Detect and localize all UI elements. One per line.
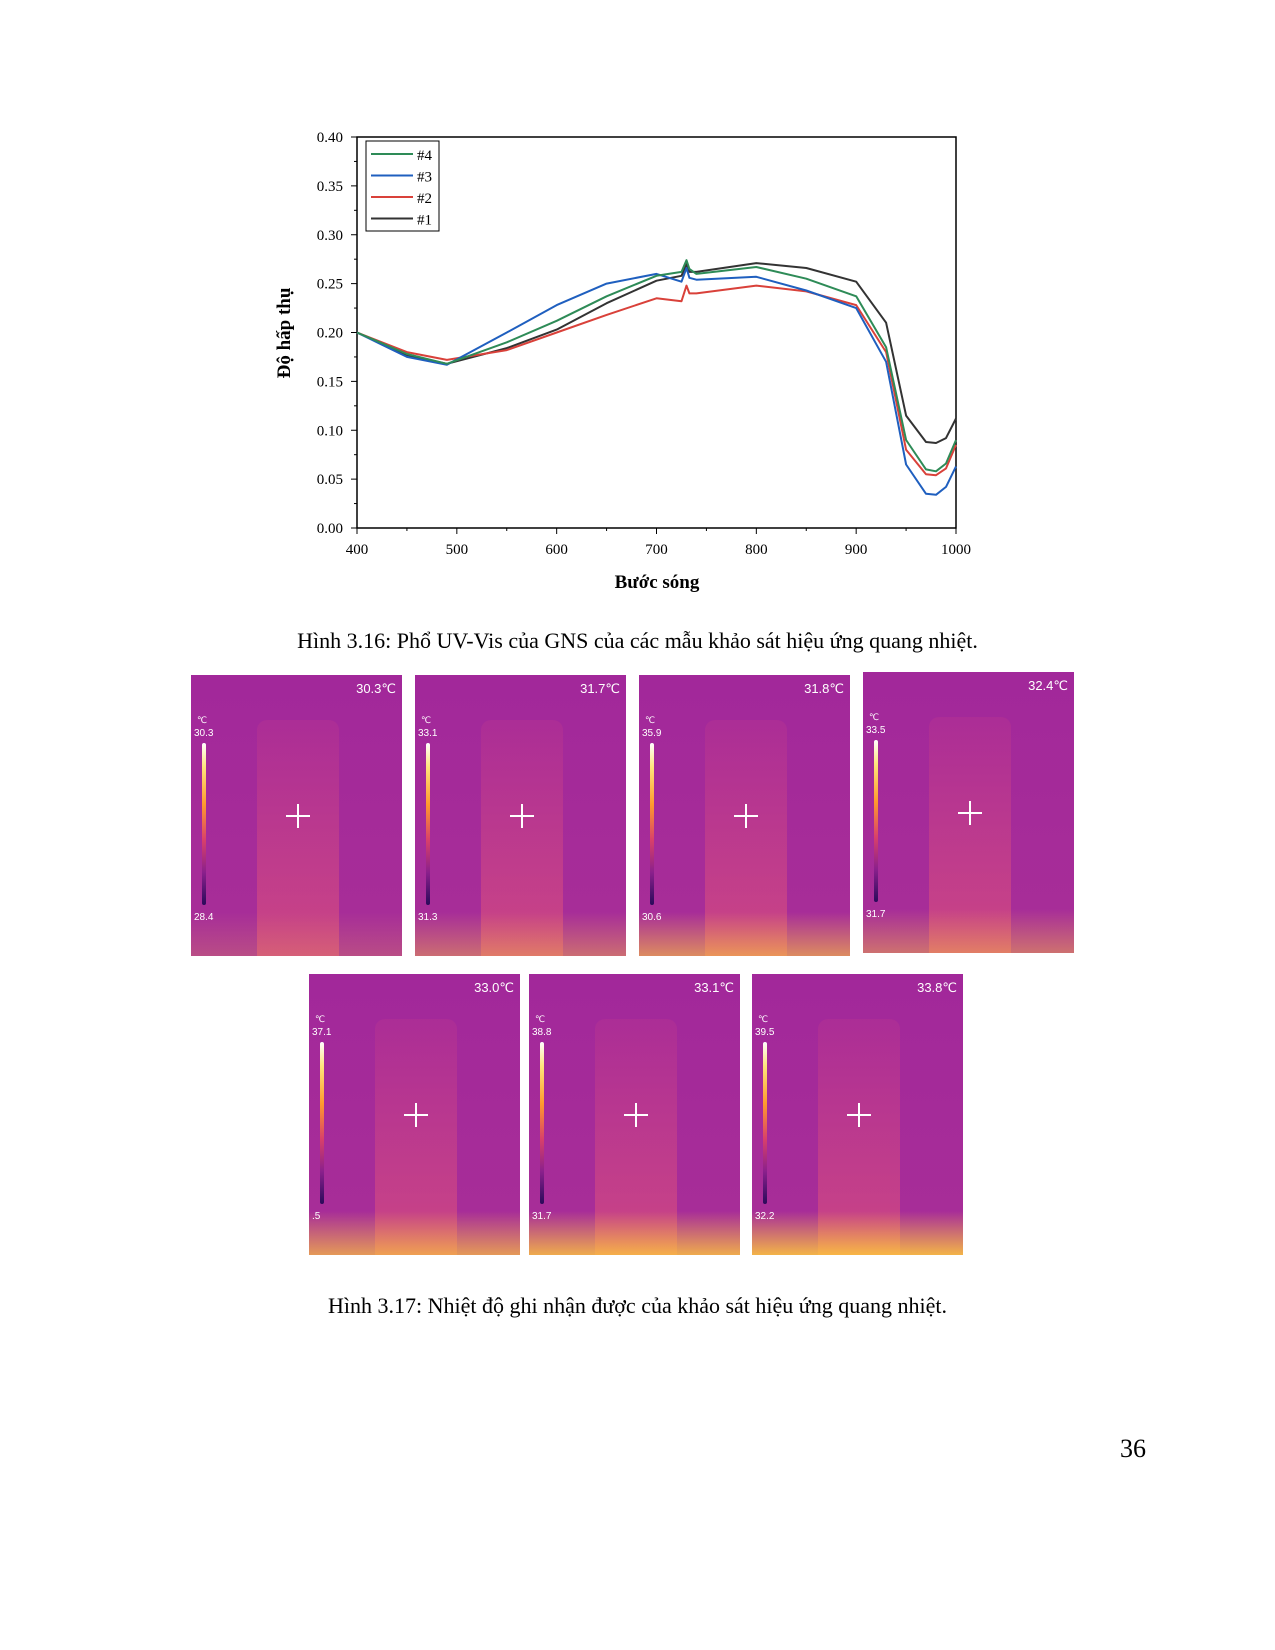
series-line-2	[356, 284, 957, 477]
y-tick-label: 0.05	[317, 472, 343, 488]
y-tick-label: 0.00	[317, 521, 343, 537]
scale-max: 39.5	[755, 1027, 775, 1038]
y-tick-label: 0.35	[317, 179, 343, 195]
plot-area	[356, 136, 957, 529]
crosshair-icon	[847, 1103, 871, 1127]
sample-column	[481, 720, 563, 956]
thermal-image: 33.8℃ ℃ 39.5 32.2	[752, 974, 963, 1255]
x-tick-label: 400	[346, 542, 369, 558]
x-tick-label: 500	[446, 542, 469, 558]
series-line-4	[356, 259, 957, 473]
sample-column	[257, 720, 339, 956]
hot-base-region	[639, 912, 850, 956]
thermal-image: 30.3℃ ℃ 30.3 28.4	[191, 675, 402, 956]
color-scale-bar	[202, 743, 206, 905]
x-tick-label: 1000	[941, 542, 971, 558]
hot-base-region	[309, 1211, 520, 1255]
color-scale-bar	[650, 743, 654, 905]
figure-caption-3-16: Hình 3.16: Phổ UV-Vis của GNS của các mẫ…	[297, 628, 978, 653]
scale-min: 31.3	[418, 912, 438, 923]
y-tick-label: 0.15	[317, 374, 343, 390]
hot-base-region	[529, 1211, 740, 1255]
scale-max: 30.3	[194, 728, 214, 739]
hot-base-region	[863, 909, 1074, 953]
scale-min: 31.7	[866, 909, 886, 920]
scale-max: 37.1	[312, 1027, 332, 1038]
y-tick-label: 0.25	[317, 277, 343, 293]
center-temperature: 31.7℃	[580, 681, 620, 696]
series-line-1	[356, 262, 957, 444]
center-temperature: 32.4℃	[1028, 678, 1068, 693]
scale-min: 32.2	[755, 1211, 775, 1222]
scale-max: 33.1	[418, 728, 438, 739]
scale-min: 31.7	[532, 1211, 552, 1222]
hot-base-region	[415, 912, 626, 956]
scale-max: 38.8	[532, 1027, 552, 1038]
y-tick-label: 0.30	[317, 228, 343, 244]
center-temperature: 31.8℃	[804, 681, 844, 696]
y-axis-label: Độ hấp thụ	[274, 287, 295, 378]
center-temperature: 33.1℃	[694, 980, 734, 995]
color-scale-bar	[763, 1042, 767, 1204]
color-scale-bar	[874, 740, 878, 902]
unit-label: ℃	[758, 1014, 769, 1024]
scale-max: 33.5	[866, 725, 886, 736]
scale-min: 28.4	[194, 912, 214, 923]
legend-label: #2	[417, 191, 432, 207]
page-number: 36	[1120, 1434, 1146, 1463]
x-tick-label: 600	[545, 542, 568, 558]
crosshair-icon	[624, 1103, 648, 1127]
x-tick-label: 900	[845, 542, 868, 558]
crosshair-icon	[734, 804, 758, 828]
color-scale-bar	[540, 1042, 544, 1204]
scale-max: 35.9	[642, 728, 662, 739]
y-tick-label: 0.20	[317, 326, 343, 342]
center-temperature: 30.3℃	[356, 681, 396, 696]
thermal-image: 31.8℃ ℃ 35.9 30.6	[639, 675, 850, 956]
x-tick-label: 800	[745, 542, 768, 558]
sample-column	[929, 717, 1011, 953]
thermal-image: 32.4℃ ℃ 33.5 31.7	[863, 672, 1074, 953]
legend-label: #1	[417, 213, 432, 229]
center-temperature: 33.8℃	[917, 980, 957, 995]
series-line-3	[356, 267, 957, 496]
unit-label: ℃	[535, 1014, 546, 1024]
unit-label: ℃	[645, 715, 656, 725]
uv-vis-chart: 400 500 600 700 800 900 1000 0.00 0.05 0.10 0.15 0.…	[274, 130, 971, 593]
crosshair-icon	[404, 1103, 428, 1127]
hot-base-region	[752, 1211, 963, 1255]
unit-label: ℃	[197, 715, 208, 725]
scale-min: 30.6	[642, 912, 662, 923]
thermal-image: 33.1℃ ℃ 38.8 31.7	[529, 974, 740, 1255]
crosshair-icon	[510, 804, 534, 828]
y-tick-label: 0.10	[317, 423, 343, 439]
x-axis-label: Bước sóng	[615, 572, 700, 593]
unit-label: ℃	[869, 712, 880, 722]
hot-base-region	[191, 912, 402, 956]
color-scale-bar	[320, 1042, 324, 1204]
crosshair-icon	[958, 801, 982, 825]
y-tick-label: 0.40	[317, 130, 343, 146]
legend-box	[365, 140, 440, 232]
color-scale-bar	[426, 743, 430, 905]
scale-min: .5	[312, 1211, 321, 1222]
crosshair-icon	[286, 804, 310, 828]
thermal-image: 31.7℃ ℃ 33.1 31.3	[415, 675, 626, 956]
legend-label: #4	[417, 148, 433, 164]
unit-label: ℃	[315, 1014, 326, 1024]
legend-label: #3	[417, 170, 432, 186]
center-temperature: 33.0℃	[474, 980, 514, 995]
x-tick-label: 700	[645, 542, 668, 558]
unit-label: ℃	[421, 715, 432, 725]
figure-caption-3-17: Hình 3.17: Nhiệt độ ghi nhận được của kh…	[328, 1293, 947, 1318]
thermal-image: 33.0℃ ℃ 37.1 .5	[309, 974, 520, 1255]
